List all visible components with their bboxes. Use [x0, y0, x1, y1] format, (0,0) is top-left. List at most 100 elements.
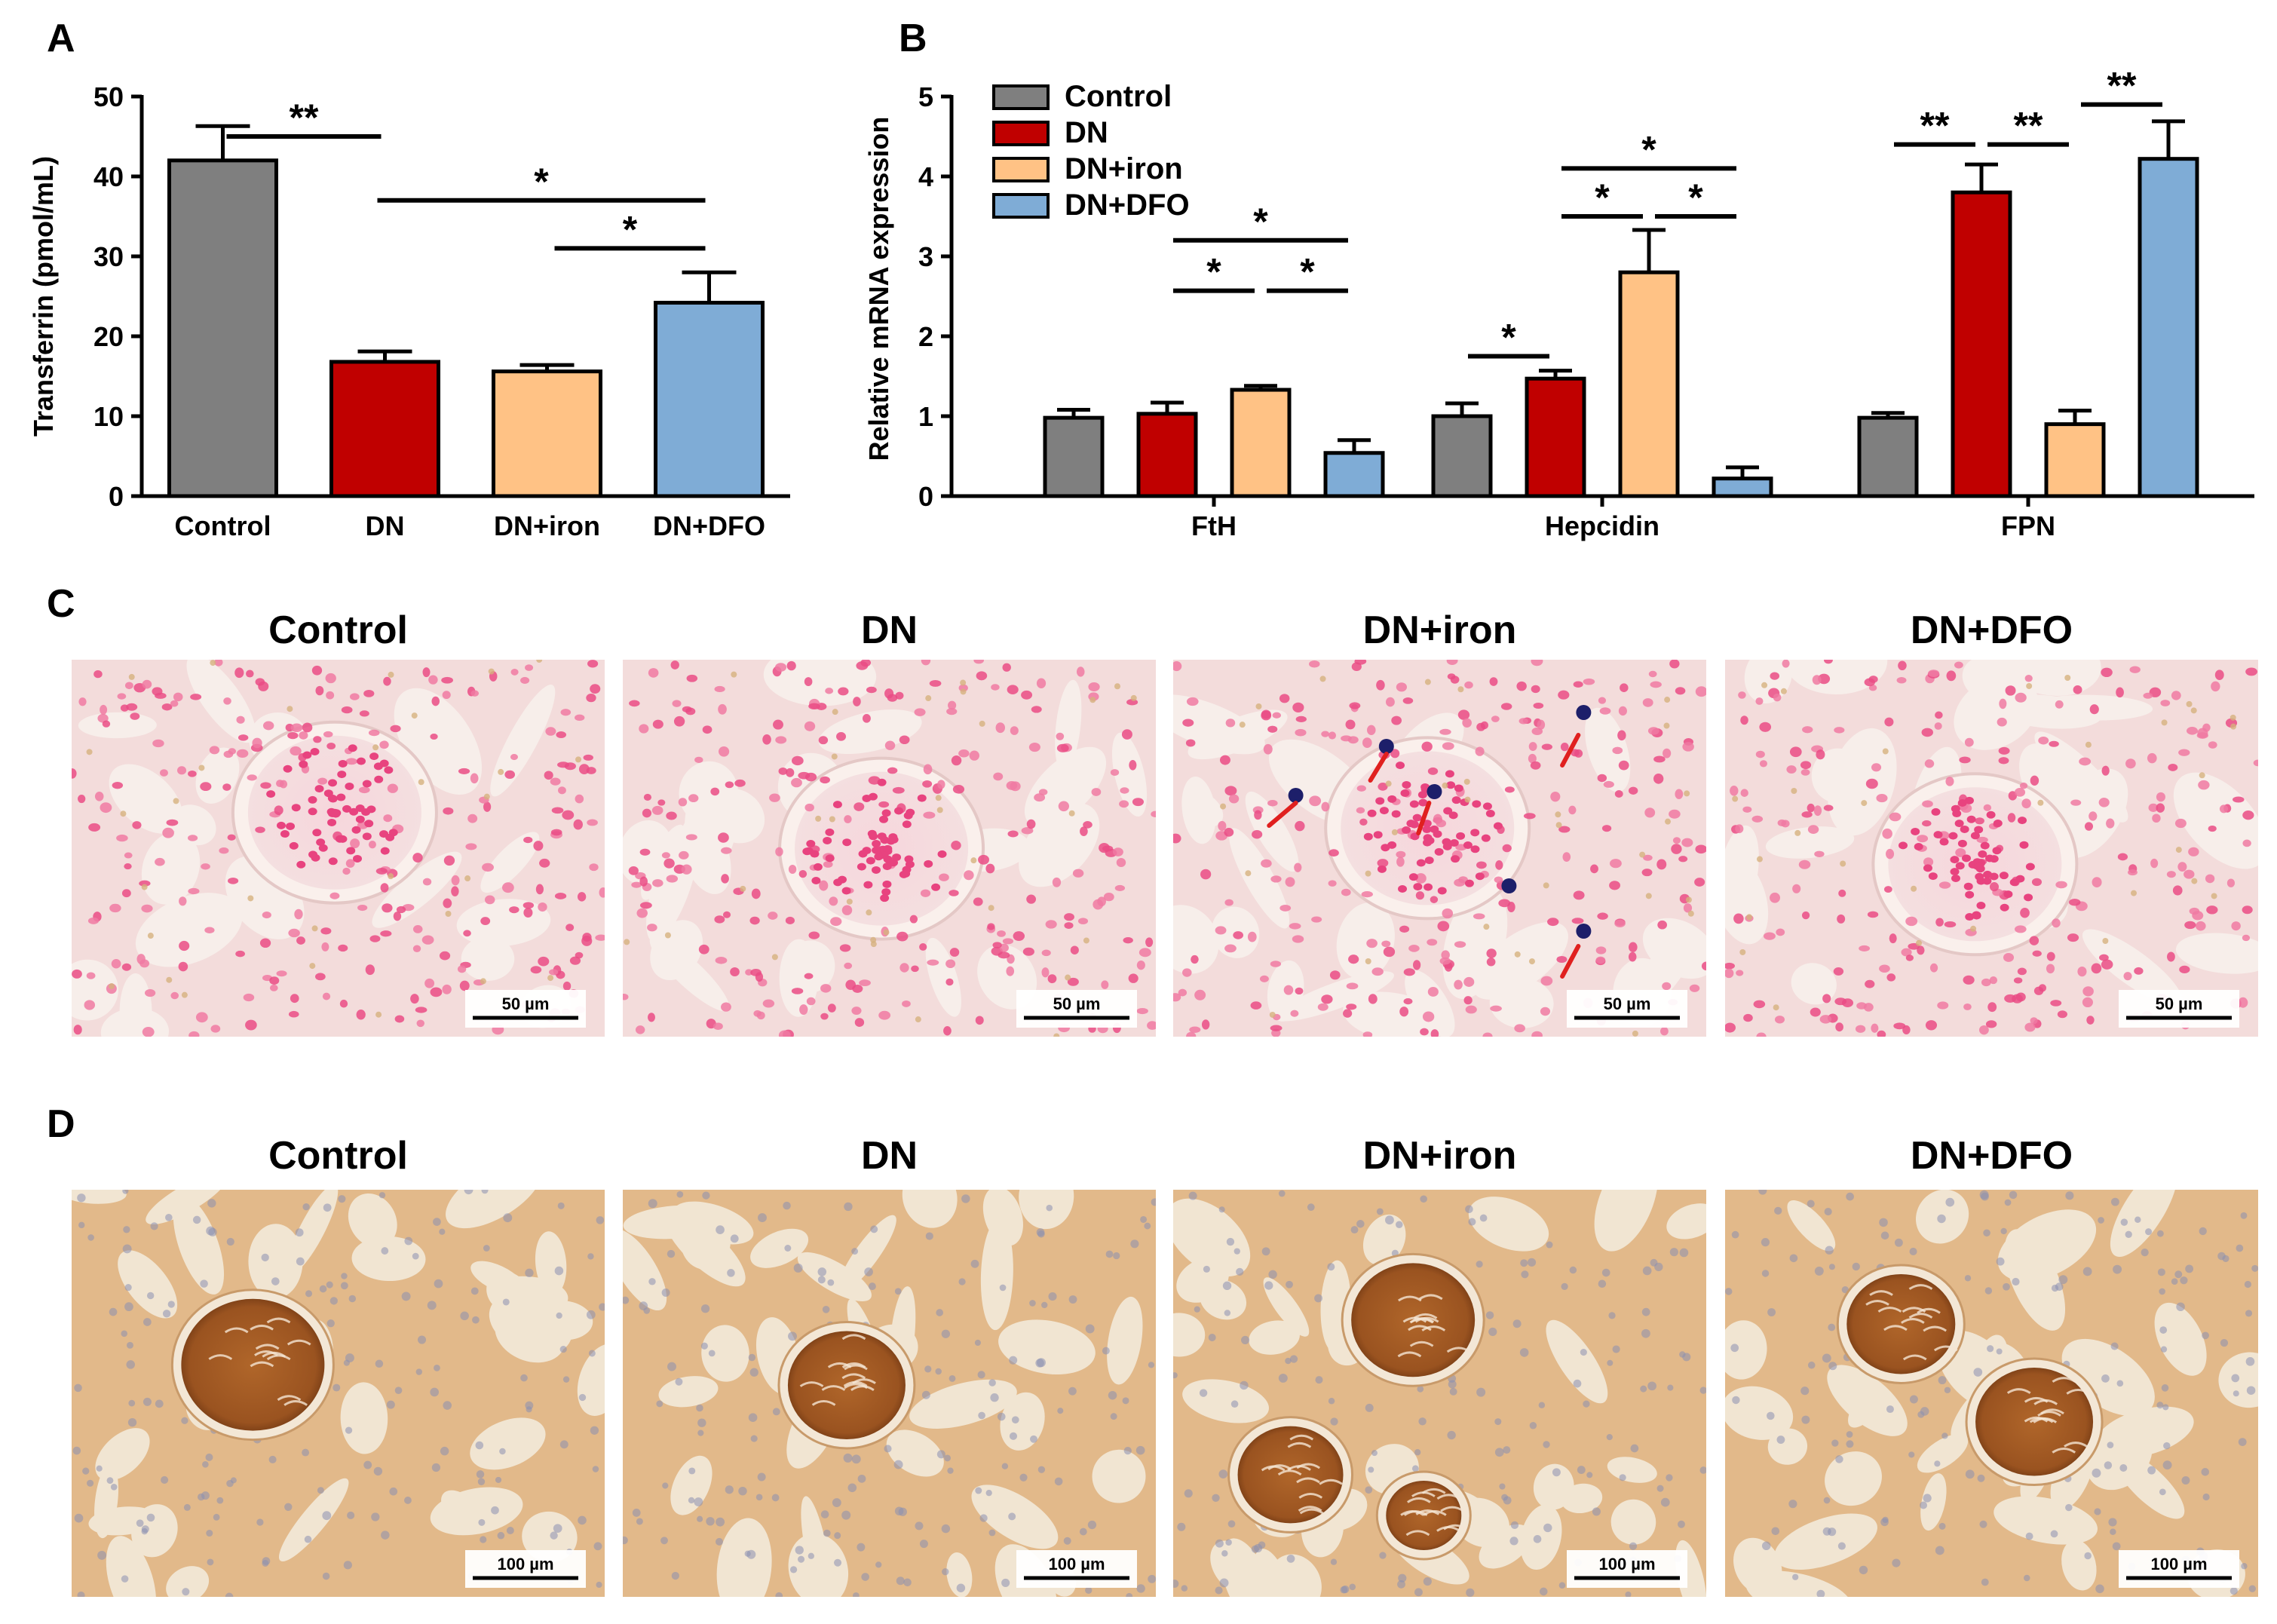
nucleus [551, 807, 564, 814]
nucleus [499, 1448, 506, 1455]
nucleus [1852, 1262, 1860, 1271]
nucleus [1368, 994, 1378, 1004]
nucleus [122, 1244, 132, 1254]
nucleus [1289, 1355, 1298, 1363]
erythrocyte [1684, 790, 1690, 797]
nucleus [483, 801, 492, 812]
nucleus [525, 1268, 534, 1278]
nucleus [556, 731, 567, 739]
nucleus [1285, 877, 1295, 887]
nucleus [313, 736, 322, 743]
nucleus [1048, 1292, 1057, 1301]
nucleus [368, 729, 380, 737]
nucleus [1546, 1241, 1553, 1249]
nucleus [259, 938, 271, 948]
nucleus [1227, 1520, 1236, 1528]
nucleus [236, 749, 249, 758]
nucleus [482, 863, 494, 872]
tubule-lumen [1024, 746, 1107, 828]
nucleus [836, 731, 847, 741]
nucleus [404, 1497, 412, 1504]
tubule-lumen [902, 1190, 958, 1228]
nucleus [1945, 777, 1954, 786]
nucleus [116, 834, 128, 842]
nucleus [921, 1390, 930, 1399]
nucleus [1835, 1022, 1843, 1032]
nucleus [716, 1225, 725, 1234]
nucleus [166, 819, 179, 826]
erythrocyte [2229, 714, 2236, 721]
nucleus [1341, 1585, 1350, 1594]
nucleus [1030, 1435, 1037, 1443]
capillary-loop [2037, 1411, 2061, 1417]
nucleus [1538, 1402, 1546, 1408]
nucleus [422, 878, 432, 886]
tubule-lumen [664, 1211, 746, 1287]
erythrocyte [832, 709, 838, 715]
nucleus [1085, 1324, 1095, 1334]
significance-label: ** [1920, 105, 1950, 147]
nucleus [1494, 1418, 1502, 1426]
nucleus [201, 1491, 210, 1500]
nucleus [315, 973, 326, 981]
nucleus [688, 1497, 695, 1504]
nucleus [459, 980, 470, 991]
nucleus [685, 834, 697, 841]
nucleus [2024, 1022, 2036, 1032]
glomerular-nucleus [348, 744, 357, 752]
tubule-lumen [779, 939, 819, 1017]
nucleus [1371, 967, 1384, 976]
nucleus [378, 1192, 386, 1199]
nucleus [1006, 780, 1018, 790]
nucleus [1240, 1380, 1249, 1390]
nucleus [1868, 685, 1877, 691]
nucleus [1427, 939, 1438, 946]
nucleus [550, 829, 562, 836]
nucleus [1877, 1030, 1886, 1037]
nucleus [1128, 973, 1138, 983]
nucleus [1114, 884, 1126, 891]
nucleus [526, 1406, 532, 1413]
glomerular-nucleus [388, 829, 398, 837]
nucleus [556, 1312, 562, 1319]
nucleus [305, 1290, 313, 1298]
nucleus [757, 1472, 766, 1482]
nucleus [578, 1393, 587, 1402]
nucleus [786, 768, 795, 777]
iron-deposit [1576, 924, 1592, 939]
nucleus [1614, 919, 1626, 927]
nucleus [744, 1550, 751, 1557]
nucleus [2094, 1508, 2101, 1515]
nucleus [784, 1245, 792, 1252]
nucleus [1486, 948, 1497, 958]
nucleus [1669, 660, 1680, 669]
glomerular-nucleus [1409, 800, 1419, 808]
nucleus [1501, 1494, 1508, 1501]
nucleus [87, 917, 100, 924]
nucleus [1468, 1218, 1476, 1226]
tubule-lumen [750, 1228, 809, 1268]
nucleus [554, 1266, 564, 1276]
nucleus [804, 973, 814, 979]
nucleus [990, 1393, 999, 1402]
tubule-lumen [2154, 1302, 2207, 1376]
nucleus [1925, 1020, 1938, 1031]
capillary-loop [1877, 1307, 1902, 1313]
nucleus [2107, 1442, 2114, 1449]
nucleus [868, 1282, 876, 1291]
nucleus [1457, 709, 1470, 720]
erythrocyte [547, 975, 554, 982]
nucleus [1328, 880, 1337, 887]
tile-content [1173, 660, 1706, 1037]
capillary-loop [2024, 1396, 2049, 1403]
nucleus [1865, 778, 1878, 789]
nucleus [1521, 1270, 1529, 1279]
significance-label: * [1300, 251, 1315, 293]
nucleus [510, 754, 519, 761]
nucleus [207, 1199, 216, 1208]
nucleus [1007, 830, 1019, 838]
nucleus [2084, 822, 2094, 831]
nucleus [371, 1512, 380, 1521]
nucleus [2015, 992, 2026, 1002]
nucleus [1475, 746, 1485, 756]
